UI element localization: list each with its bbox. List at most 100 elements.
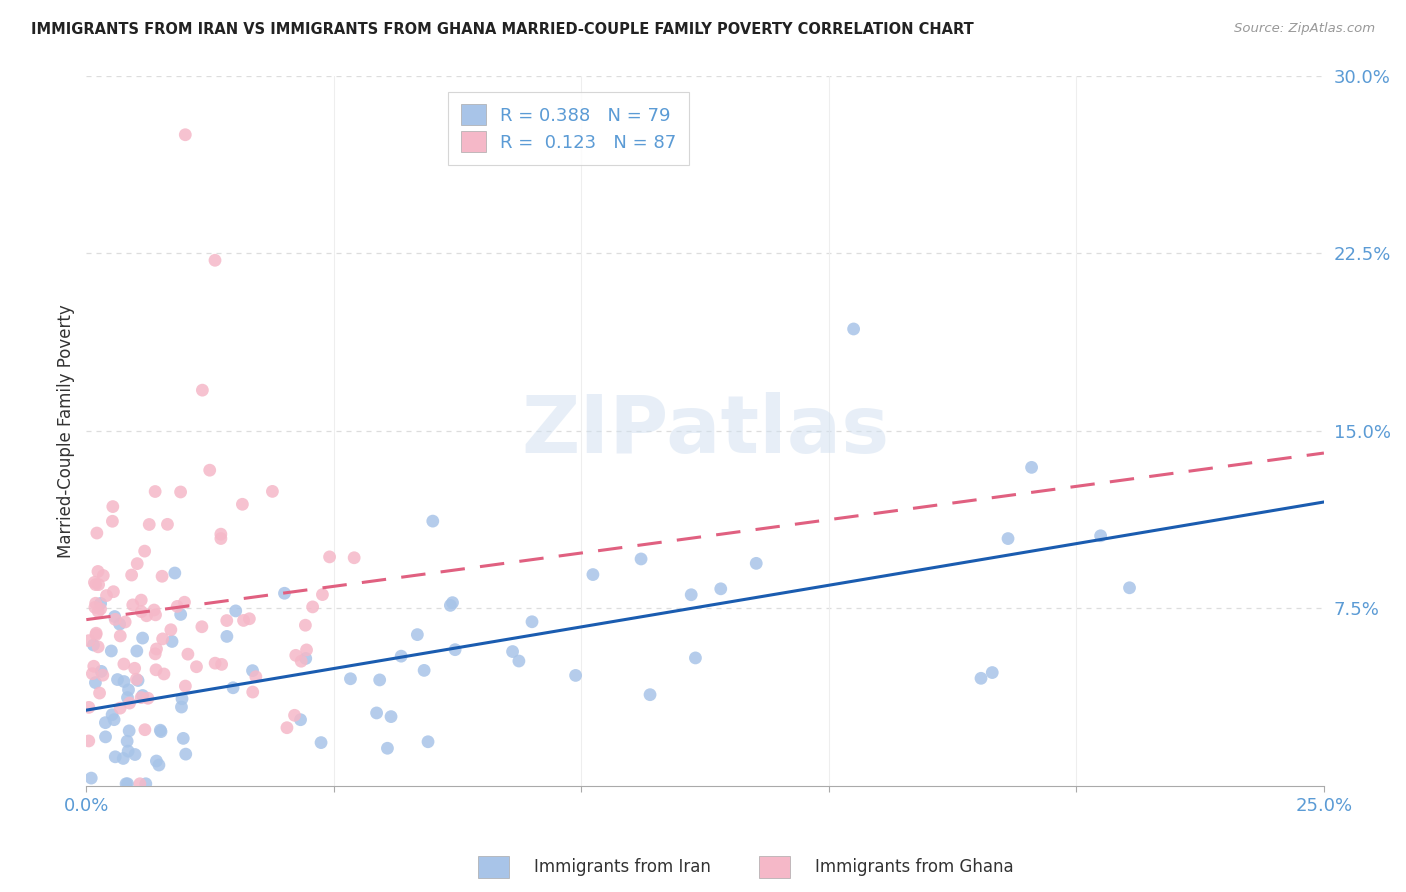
Point bbox=[143, 484, 166, 499]
Point bbox=[117, 744, 139, 758]
Point bbox=[143, 647, 166, 661]
Point bbox=[685, 651, 707, 665]
Point bbox=[101, 514, 124, 528]
Point bbox=[630, 552, 652, 566]
Point bbox=[309, 736, 332, 750]
Point bbox=[125, 644, 148, 658]
Point bbox=[134, 723, 156, 737]
Point bbox=[997, 532, 1019, 546]
Point bbox=[231, 497, 253, 511]
Point bbox=[191, 383, 214, 397]
Point bbox=[204, 253, 226, 268]
Point bbox=[283, 708, 305, 723]
Point bbox=[108, 701, 131, 715]
Point bbox=[96, 589, 118, 603]
Point bbox=[112, 657, 135, 671]
Point bbox=[150, 569, 173, 583]
Point bbox=[1090, 529, 1112, 543]
Point bbox=[108, 617, 131, 632]
Point bbox=[103, 713, 125, 727]
Point bbox=[129, 593, 152, 607]
Point bbox=[91, 668, 114, 682]
Text: Source: ZipAtlas.com: Source: ZipAtlas.com bbox=[1234, 22, 1375, 36]
Point bbox=[290, 654, 312, 668]
Point bbox=[273, 586, 295, 600]
Point bbox=[163, 566, 186, 580]
Point bbox=[121, 598, 143, 612]
Point bbox=[177, 647, 200, 661]
Point bbox=[117, 690, 139, 705]
Point bbox=[83, 575, 105, 590]
Point bbox=[174, 128, 197, 142]
Point bbox=[710, 582, 733, 596]
Point bbox=[366, 706, 388, 720]
Point bbox=[80, 771, 103, 785]
Point bbox=[145, 642, 167, 657]
Point bbox=[238, 612, 260, 626]
Point bbox=[745, 557, 768, 571]
Point bbox=[368, 673, 391, 687]
Point bbox=[681, 588, 703, 602]
Point bbox=[101, 707, 124, 722]
Point bbox=[276, 721, 298, 735]
Point bbox=[211, 657, 233, 672]
Point bbox=[169, 485, 191, 500]
Point bbox=[82, 638, 104, 652]
Point bbox=[160, 623, 183, 637]
Point bbox=[112, 751, 135, 765]
Point bbox=[842, 322, 865, 336]
Point bbox=[301, 599, 323, 614]
Point bbox=[87, 577, 110, 591]
Point bbox=[131, 689, 153, 703]
Point bbox=[129, 690, 152, 705]
Point bbox=[242, 664, 264, 678]
Point bbox=[148, 758, 170, 772]
Point bbox=[107, 673, 129, 687]
Point bbox=[94, 715, 117, 730]
Point bbox=[110, 629, 132, 643]
Point bbox=[77, 734, 100, 748]
Point bbox=[143, 603, 166, 617]
Point bbox=[413, 664, 436, 678]
Point bbox=[209, 527, 232, 541]
Point bbox=[84, 596, 107, 610]
Point bbox=[103, 584, 125, 599]
Point bbox=[121, 568, 143, 582]
Point bbox=[377, 741, 399, 756]
Point bbox=[215, 614, 238, 628]
Point bbox=[311, 588, 333, 602]
Point bbox=[127, 557, 149, 571]
Point bbox=[416, 735, 439, 749]
Point bbox=[380, 709, 402, 723]
Point bbox=[124, 661, 146, 675]
Point bbox=[124, 747, 146, 762]
Point bbox=[508, 654, 530, 668]
Point bbox=[638, 688, 661, 702]
Point bbox=[981, 665, 1004, 680]
Point bbox=[77, 633, 100, 648]
Point bbox=[118, 696, 141, 710]
Point bbox=[406, 627, 429, 641]
Point bbox=[318, 549, 340, 564]
Point bbox=[174, 747, 197, 761]
Point bbox=[502, 644, 524, 658]
Point bbox=[84, 628, 107, 642]
Point bbox=[149, 723, 172, 738]
Point bbox=[441, 596, 464, 610]
Point bbox=[145, 754, 167, 768]
Text: Immigrants from Iran: Immigrants from Iran bbox=[513, 858, 711, 876]
Text: ZIPatlas: ZIPatlas bbox=[522, 392, 889, 470]
Point bbox=[125, 672, 148, 686]
Point bbox=[204, 656, 226, 670]
Point bbox=[115, 734, 138, 748]
Point bbox=[112, 674, 135, 689]
Point bbox=[222, 681, 245, 695]
Point bbox=[1118, 581, 1140, 595]
Point bbox=[156, 517, 179, 532]
Point bbox=[439, 599, 461, 613]
Point bbox=[422, 514, 444, 528]
Point bbox=[970, 671, 993, 685]
Point bbox=[134, 544, 156, 558]
Point bbox=[84, 626, 107, 640]
Point bbox=[90, 597, 112, 611]
